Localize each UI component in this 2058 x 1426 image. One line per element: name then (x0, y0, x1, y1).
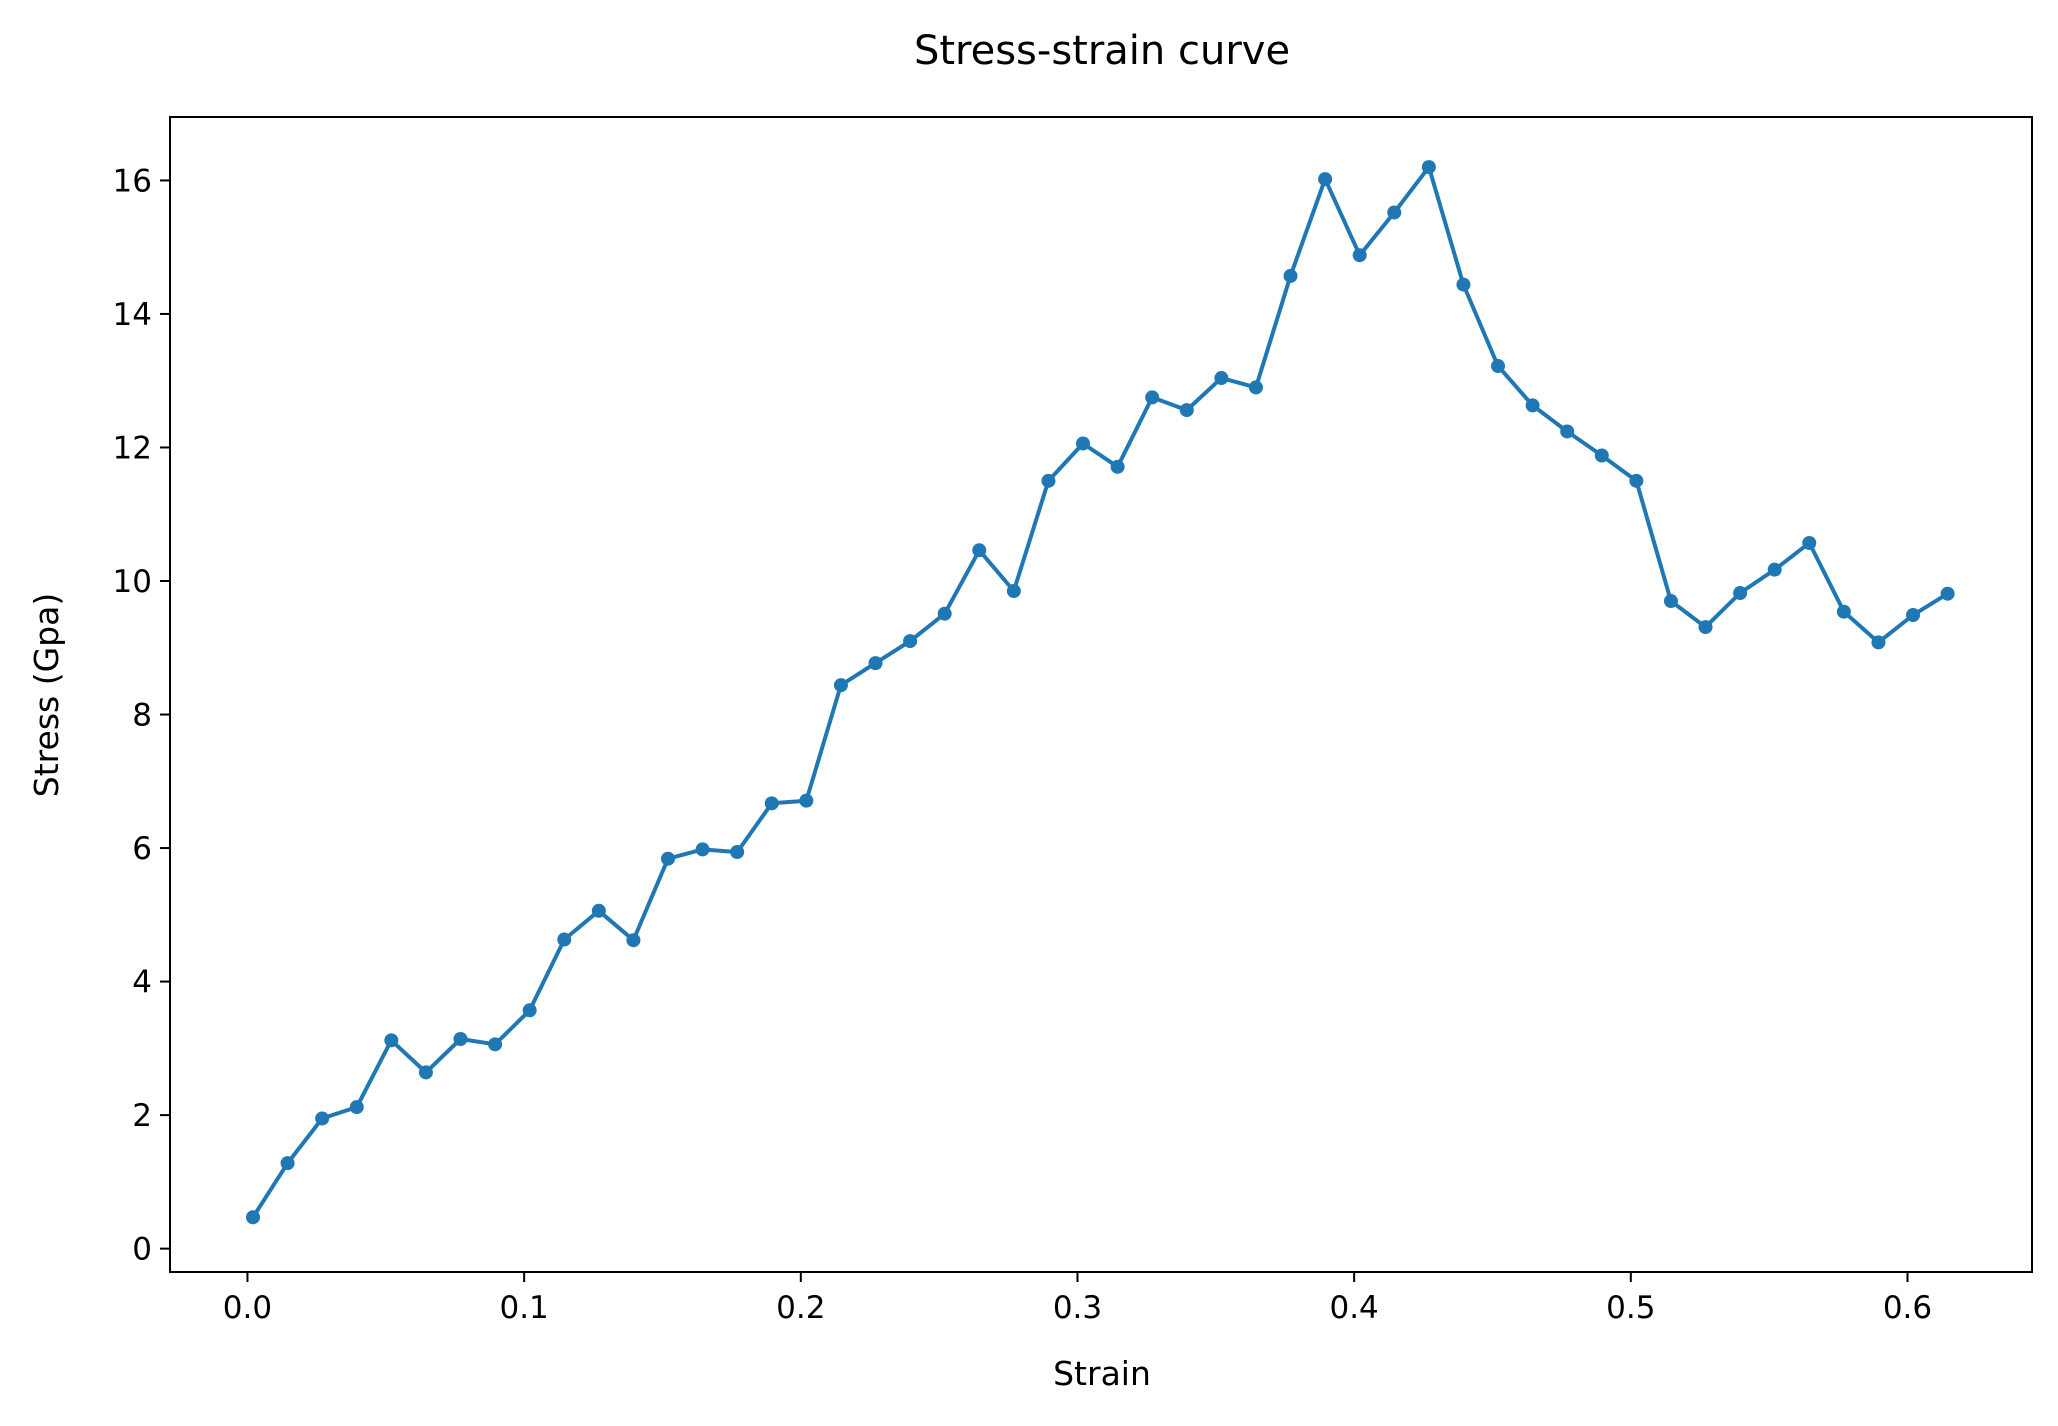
x-tick-label: 0.3 (1053, 1290, 1102, 1326)
data-point (1525, 398, 1540, 413)
plot-area (169, 116, 2033, 1273)
data-point (591, 903, 606, 918)
x-tick-label: 0.6 (1883, 1290, 1932, 1326)
data-point (1802, 535, 1817, 550)
data-point (1871, 635, 1886, 650)
data-point (1006, 584, 1021, 599)
y-tick-label: 16 (113, 163, 152, 199)
data-point (1906, 608, 1921, 623)
y-tick-label: 0 (132, 1232, 152, 1268)
data-point (1145, 390, 1160, 405)
y-tick-label: 12 (113, 430, 152, 466)
data-point (1456, 277, 1471, 292)
data-point (1733, 586, 1748, 601)
x-axis-label: Strain (1053, 1354, 1151, 1393)
data-point (903, 634, 918, 649)
data-point (730, 845, 745, 860)
data-point (1352, 248, 1367, 263)
data-point (1629, 473, 1644, 488)
data-point (488, 1037, 503, 1052)
y-axis-label: Stress (Gpa) (27, 593, 66, 797)
chart-title: Stress-strain curve (914, 28, 1290, 74)
y-tick-label: 14 (113, 297, 152, 333)
plot-frame (169, 116, 2033, 1273)
data-point (1698, 620, 1713, 635)
y-tick-label: 2 (132, 1098, 152, 1134)
data-point (1283, 268, 1298, 283)
data-point (1491, 359, 1506, 374)
data-point (1110, 459, 1125, 474)
data-point (1767, 562, 1782, 577)
series-line (251, 165, 1949, 1219)
data-point (280, 1156, 295, 1171)
y-tick-label: 10 (113, 564, 152, 600)
data-point (246, 1210, 261, 1225)
y-axis: 0 2 4 6 8 10 12 14 16 (113, 163, 170, 1268)
data-point (1421, 160, 1436, 175)
x-tick-label: 0.4 (1329, 1290, 1378, 1326)
data-point (799, 793, 814, 808)
data-point (972, 543, 987, 558)
y-tick-label: 8 (132, 698, 152, 734)
data-point (522, 1003, 537, 1018)
data-point (1076, 436, 1091, 451)
data-point (695, 842, 710, 857)
data-point (1940, 586, 1955, 601)
x-tick-label: 0.0 (223, 1290, 272, 1326)
data-point (384, 1033, 399, 1048)
data-point (1387, 205, 1402, 220)
data-point (349, 1100, 364, 1115)
data-point (868, 656, 883, 671)
data-point (1318, 172, 1333, 187)
data-point (1560, 424, 1575, 439)
data-point (937, 606, 952, 621)
y-tick-label: 6 (132, 831, 152, 867)
data-point (1836, 604, 1851, 619)
data-point (661, 851, 676, 866)
data-point (453, 1031, 468, 1046)
series-layer (246, 160, 1955, 1225)
data-point (764, 796, 779, 811)
data-point (833, 678, 848, 693)
data-point (1179, 403, 1194, 418)
data-point (418, 1065, 433, 1080)
data-point (1214, 371, 1229, 386)
data-point (626, 933, 641, 948)
x-tick-label: 0.1 (499, 1290, 548, 1326)
data-point (1248, 380, 1263, 395)
x-tick-label: 0.2 (776, 1290, 825, 1326)
y-tick-label: 4 (132, 965, 152, 1001)
data-point (1041, 473, 1056, 488)
data-point (315, 1111, 330, 1126)
data-point (1663, 594, 1678, 609)
data-point (1594, 448, 1609, 463)
data-point (557, 932, 572, 947)
x-tick-label: 0.5 (1606, 1290, 1655, 1326)
x-axis: 0.0 0.1 0.2 0.3 0.4 0.5 0.6 (223, 1272, 1932, 1326)
